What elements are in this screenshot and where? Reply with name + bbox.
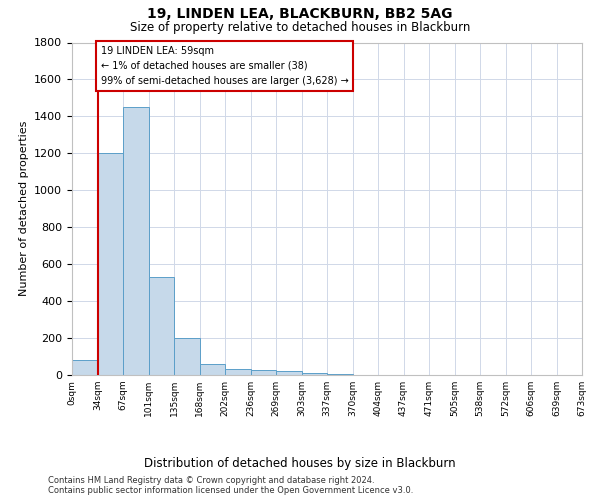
Text: 19 LINDEN LEA: 59sqm
← 1% of detached houses are smaller (38)
99% of semi-detach: 19 LINDEN LEA: 59sqm ← 1% of detached ho… — [101, 46, 349, 86]
Bar — [97, 154, 123, 375]
Bar — [327, 374, 353, 375]
Text: Distribution of detached houses by size in Blackburn: Distribution of detached houses by size … — [144, 458, 456, 470]
Bar — [174, 338, 199, 375]
Bar — [149, 277, 174, 375]
Bar — [302, 373, 327, 375]
Bar — [225, 368, 251, 375]
Bar — [199, 364, 225, 375]
Bar — [276, 372, 302, 375]
Text: Contains public sector information licensed under the Open Government Licence v3: Contains public sector information licen… — [48, 486, 413, 495]
Text: Size of property relative to detached houses in Blackburn: Size of property relative to detached ho… — [130, 21, 470, 34]
Text: 19, LINDEN LEA, BLACKBURN, BB2 5AG: 19, LINDEN LEA, BLACKBURN, BB2 5AG — [147, 8, 453, 22]
Bar — [123, 107, 149, 375]
Bar — [72, 360, 97, 375]
Y-axis label: Number of detached properties: Number of detached properties — [19, 121, 29, 296]
Bar — [251, 370, 276, 375]
Text: Contains HM Land Registry data © Crown copyright and database right 2024.: Contains HM Land Registry data © Crown c… — [48, 476, 374, 485]
